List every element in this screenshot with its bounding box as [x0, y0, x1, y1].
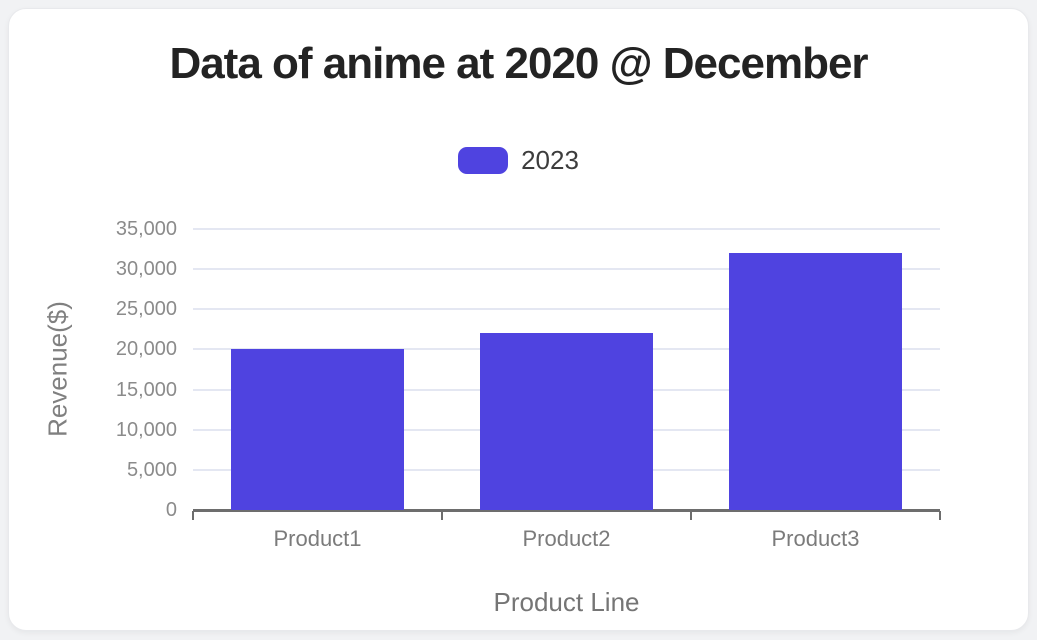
y-tick-label: 25,000 — [115, 298, 177, 321]
gridline — [193, 308, 940, 311]
y-tick-label: 30,000 — [115, 258, 177, 281]
y-tick-label: 0 — [165, 499, 177, 521]
x-axis-tickmark — [192, 511, 194, 520]
y-tick-label: 10,000 — [115, 418, 177, 441]
gridline — [193, 228, 940, 230]
bar-product3[interactable] — [729, 253, 902, 510]
plot-area: 0 5,000 10,000 15,000 20,000 25,000 30,000 35,0… — [116, 219, 941, 551]
legend-label: 2023 — [521, 145, 579, 175]
x-tick-label: Product2 — [522, 526, 611, 551]
x-axis-line — [193, 509, 940, 512]
x-axis-tickmark — [690, 511, 692, 520]
legend-swatch — [458, 147, 509, 174]
y-tick-label: 5,000 — [126, 458, 177, 481]
y-axis-tick-labels: 0 5,000 10,000 15,000 20,000 25,000 30,000 35,0… — [57, 219, 177, 520]
y-tick-label: 20,000 — [115, 338, 177, 361]
x-axis-tickmark — [939, 511, 941, 520]
y-tick-label: 35,000 — [115, 218, 177, 240]
x-axis-tickmark — [441, 511, 443, 520]
chart-title: Data of anime at 2020 @ December — [169, 39, 868, 88]
chart-card: Data of anime at 2020 @ December 2023 0 5… — [8, 8, 1029, 631]
x-tick-label: Product3 — [771, 526, 860, 551]
bar-product2[interactable] — [480, 333, 653, 510]
bar-product1[interactable] — [231, 349, 404, 510]
x-axis-title: Product Line — [493, 587, 640, 617]
y-tick-label: 15,000 — [115, 378, 177, 401]
gridline — [193, 268, 940, 271]
y-axis-title: Revenue($) — [42, 301, 73, 437]
x-tick-label: Product1 — [273, 526, 362, 551]
legend-item-2023[interactable]: 2023 — [9, 145, 1028, 176]
